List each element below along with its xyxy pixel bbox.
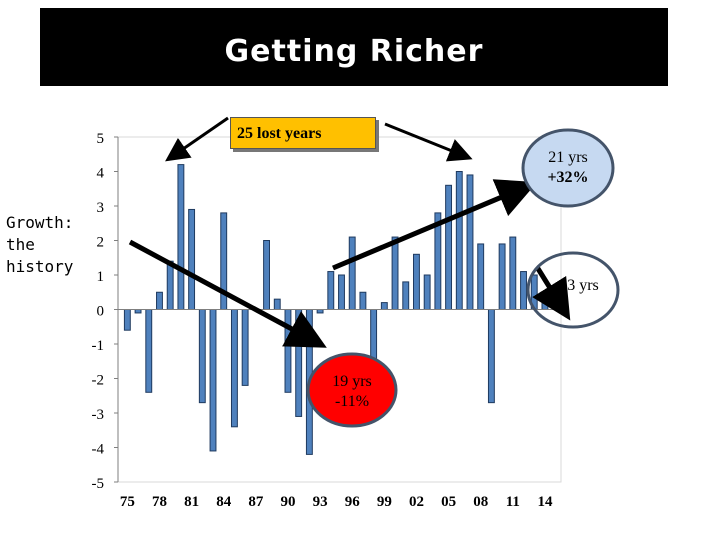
x-tick-label: 11 xyxy=(506,494,520,510)
bar-95 xyxy=(338,274,345,310)
bar-01 xyxy=(402,281,410,310)
bar-94 xyxy=(327,271,335,310)
y-tick-label: 0 xyxy=(97,304,105,320)
bar-10 xyxy=(498,243,506,310)
rise-trend-arrow xyxy=(332,179,538,271)
bar-98 xyxy=(370,309,378,366)
bar-86 xyxy=(241,309,249,386)
bar-83 xyxy=(209,309,217,452)
bar-78 xyxy=(156,291,163,310)
bar-06 xyxy=(455,171,463,310)
y-tick-label: 3 xyxy=(97,200,105,216)
bar-82 xyxy=(198,309,206,404)
bar-07 xyxy=(466,174,474,310)
decline-trend-arrow xyxy=(128,239,327,348)
bar-97 xyxy=(359,291,367,310)
bar-81 xyxy=(188,208,196,310)
lost-years-arrow-left xyxy=(165,116,229,162)
x-tick-label: 81 xyxy=(184,494,199,510)
x-tick-label: 87 xyxy=(248,494,264,510)
bar-76 xyxy=(134,309,142,314)
bar-79 xyxy=(166,260,174,311)
x-tick-label: 99 xyxy=(377,494,392,510)
bar-96 xyxy=(348,236,356,310)
lost-years-arrow-right xyxy=(384,122,473,162)
x-tick-label: 14 xyxy=(537,494,553,510)
x-tick-label: 96 xyxy=(345,494,361,510)
down-period-change: -11% xyxy=(334,393,370,410)
bar-00 xyxy=(391,236,399,310)
bar-93 xyxy=(316,309,324,314)
y-tick-label: -4 xyxy=(92,442,105,458)
y-tick-label: 5 xyxy=(97,131,105,147)
bar-02 xyxy=(413,253,420,311)
slide-title: Getting Richer xyxy=(224,34,484,69)
x-tick-label: 05 xyxy=(441,494,456,510)
y-tick-label: -3 xyxy=(92,407,105,423)
bar-08 xyxy=(477,243,485,310)
y-tick-label: -1 xyxy=(92,338,105,354)
y-tick-label: 4 xyxy=(97,166,105,182)
bar-75 xyxy=(123,309,131,331)
x-tick-label: 93 xyxy=(313,494,328,510)
x-tick-label: 02 xyxy=(409,494,424,510)
bar-90 xyxy=(284,309,292,393)
bar-91 xyxy=(295,309,303,417)
x-tick-label: 84 xyxy=(216,494,232,510)
bar-77 xyxy=(145,309,153,393)
bar-80 xyxy=(177,164,185,310)
x-tick-label: 90 xyxy=(280,494,295,510)
down-period-years: 19 yrs xyxy=(332,373,372,390)
x-tick-label: 78 xyxy=(152,494,167,510)
bar-89 xyxy=(273,298,281,310)
bar-85 xyxy=(230,309,238,428)
recent-years-label: 3 yrs xyxy=(567,277,599,294)
lost-years-callout: 25 lost years xyxy=(230,117,376,149)
bar-13 xyxy=(530,274,538,310)
bar-88 xyxy=(263,240,270,310)
y-tick-label: -2 xyxy=(92,373,105,389)
up-period-change: +32% xyxy=(547,169,589,186)
bar-99 xyxy=(380,302,388,311)
bar-03 xyxy=(423,274,431,310)
bar-14 xyxy=(541,298,549,310)
y-tick-label: 1 xyxy=(97,269,105,285)
bar-11 xyxy=(509,236,517,310)
y-tick-label: 2 xyxy=(97,235,105,251)
x-tick-label: 08 xyxy=(473,494,488,510)
bar-05 xyxy=(445,184,453,310)
up-period-label: 21 yrs +32% xyxy=(528,148,608,188)
bar-09 xyxy=(487,309,495,404)
up-period-years: 21 yrs xyxy=(548,149,588,166)
x-tick-label: 75 xyxy=(120,494,135,510)
y-tick-label: -5 xyxy=(92,476,105,492)
side-label: Growth: the history xyxy=(6,213,74,276)
title-bar: Getting Richer xyxy=(40,8,668,86)
bar-12 xyxy=(520,271,527,310)
down-period-label: 19 yrs -11% xyxy=(312,372,392,412)
